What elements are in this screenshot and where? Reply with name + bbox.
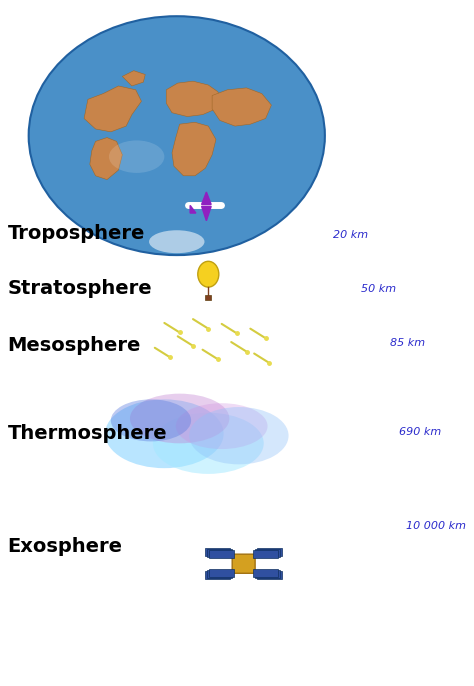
Polygon shape	[172, 122, 216, 176]
Bar	[257, 548, 282, 556]
Bar	[205, 295, 211, 300]
Text: 10 000 km: 10 000 km	[406, 521, 466, 530]
Text: Mesosphere: Mesosphere	[8, 336, 141, 355]
Bar	[209, 569, 234, 577]
Text: Stratosphere: Stratosphere	[8, 279, 152, 298]
Ellipse shape	[198, 261, 219, 287]
Text: Exosphere: Exosphere	[8, 537, 123, 556]
Polygon shape	[84, 86, 141, 132]
Polygon shape	[90, 138, 122, 180]
Bar	[209, 550, 234, 558]
Text: Thermosphere: Thermosphere	[8, 424, 167, 443]
Bar	[255, 571, 280, 578]
Ellipse shape	[130, 394, 229, 443]
Ellipse shape	[149, 230, 204, 253]
Ellipse shape	[105, 399, 224, 468]
Text: 690 km: 690 km	[400, 427, 442, 437]
Ellipse shape	[176, 403, 267, 449]
Ellipse shape	[153, 413, 264, 474]
Text: Troposphere: Troposphere	[8, 224, 145, 243]
Polygon shape	[190, 205, 196, 213]
Bar	[253, 569, 278, 577]
Text: 50 km: 50 km	[361, 283, 396, 294]
Bar	[253, 550, 278, 558]
FancyBboxPatch shape	[232, 554, 255, 573]
Polygon shape	[166, 81, 222, 117]
Polygon shape	[122, 71, 145, 86]
Text: 85 km: 85 km	[390, 338, 425, 348]
Bar	[205, 548, 230, 556]
Ellipse shape	[111, 399, 191, 441]
Polygon shape	[201, 192, 211, 204]
Polygon shape	[212, 88, 272, 126]
Bar	[255, 549, 280, 557]
Ellipse shape	[109, 141, 164, 173]
Polygon shape	[201, 206, 211, 221]
Bar	[207, 549, 232, 557]
Ellipse shape	[189, 407, 289, 464]
Bar	[207, 571, 232, 578]
Bar	[257, 571, 282, 579]
Ellipse shape	[28, 16, 325, 255]
Text: 20 km: 20 km	[333, 230, 368, 240]
Bar	[205, 571, 230, 579]
